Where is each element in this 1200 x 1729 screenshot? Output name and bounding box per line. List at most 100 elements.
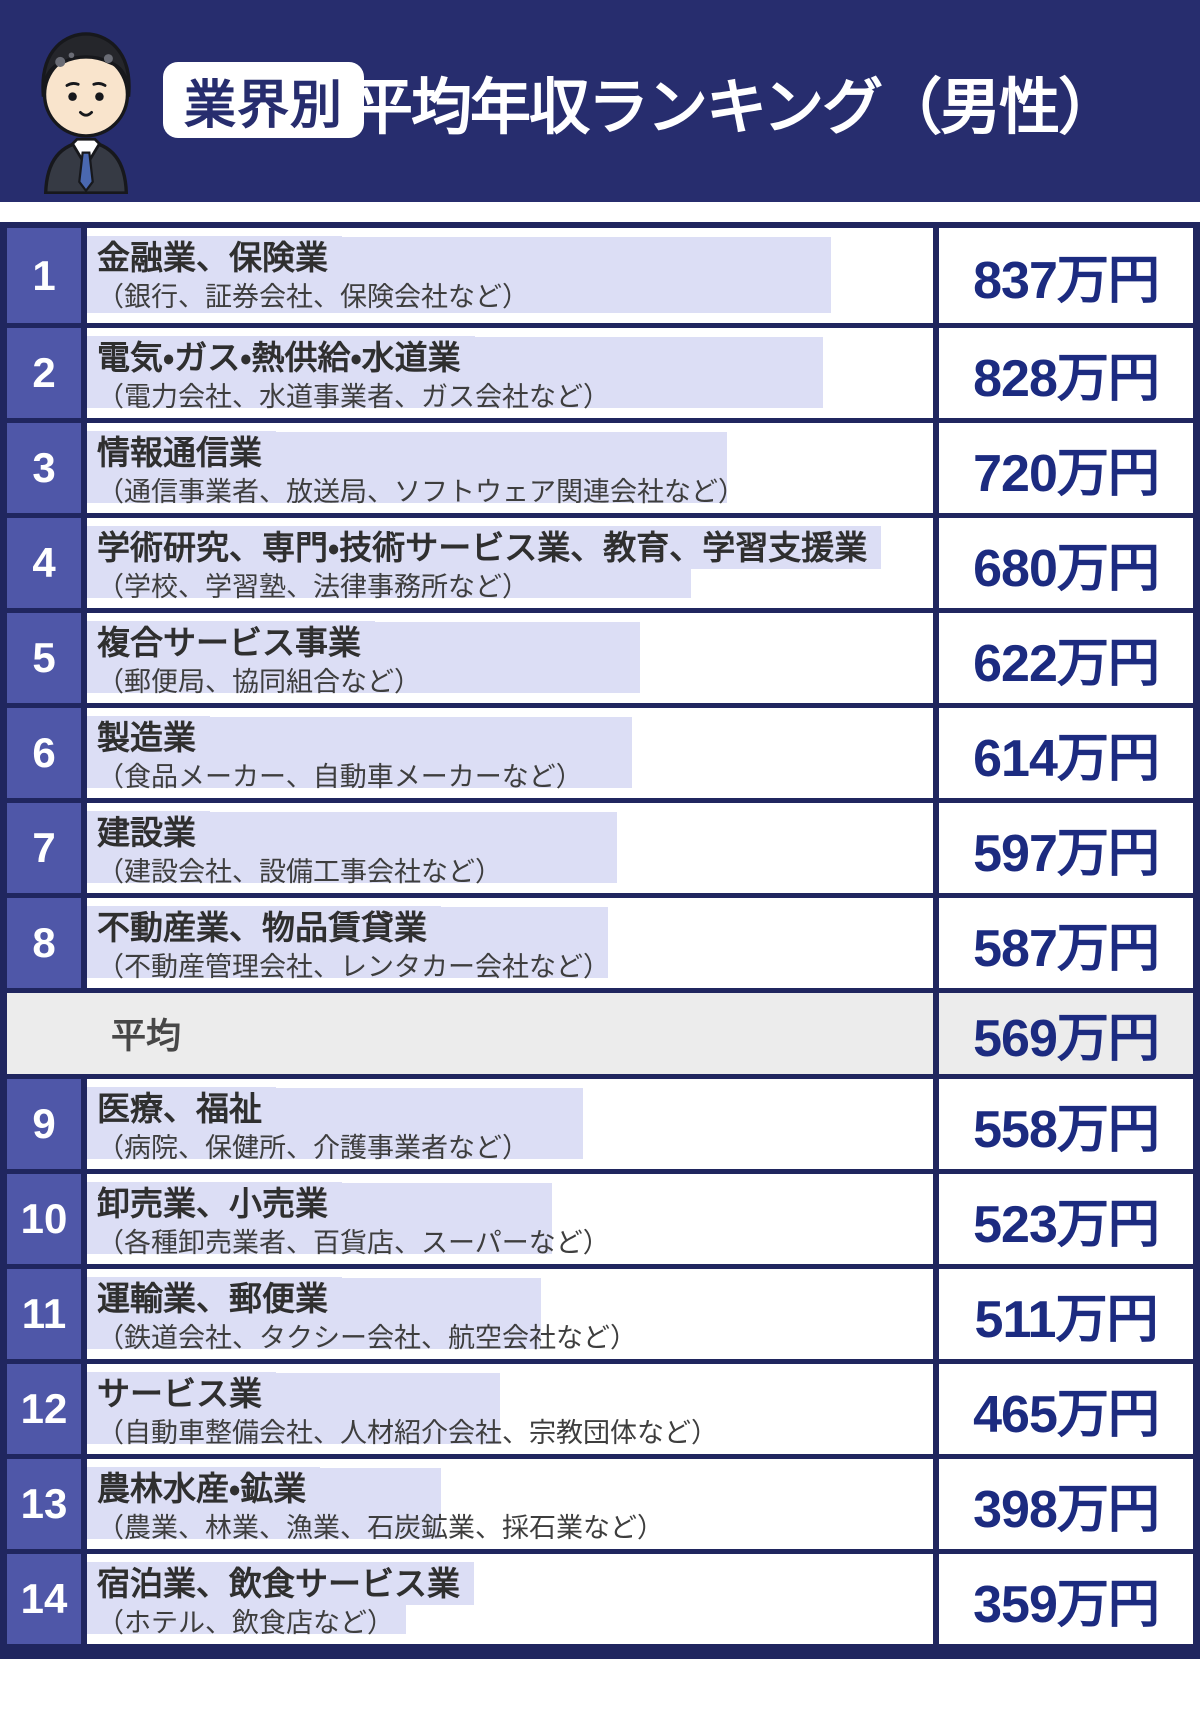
industry-examples: （不動産管理会社、レンタカー会社など） [97, 951, 610, 982]
industry-title: 学術研究、専門・技術サービス業、教育、学習支援業 [87, 526, 933, 569]
rank-number: 6 [32, 729, 56, 776]
value-cell: 837万円 [933, 228, 1193, 323]
industry-examples: （農業、林業、漁業、石炭鉱業、採石業など） [97, 1512, 664, 1543]
value-cell: 828万円 [933, 328, 1193, 418]
industry-title: 卸売業、小売業 [87, 1182, 933, 1225]
value-cell: 558万円 [933, 1079, 1193, 1169]
industry-examples: （食品メーカー、自動車メーカーなど） [97, 761, 583, 792]
industry-examples: （病院、保健所、介護事業者など） [97, 1132, 529, 1163]
industry-title: 複合サービス事業 [87, 621, 933, 664]
businessman-avatar-icon [41, 32, 131, 194]
industry-cell: 不動産業、物品賃貸業 （不動産管理会社、レンタカー会社など） [87, 898, 933, 988]
industry-title: 宿泊業、飲食サービス業 [87, 1562, 933, 1605]
table-row: 1 金融業、保険業 （銀行、証券会社、保険会社など） 837万円 [7, 228, 1193, 323]
rank-cell: 2 [7, 328, 87, 418]
industry-examples: （ホテル、飲食店など） [97, 1607, 394, 1638]
rank-number: 1 [32, 251, 56, 299]
industry-title: サービス業 [87, 1372, 933, 1415]
table-row: 4 学術研究、専門・技術サービス業、教育、学習支援業 （学校、学習塾、法律事務所… [7, 513, 1193, 608]
industry-title: 医療、福祉 [87, 1087, 933, 1130]
table-row: 14 宿泊業、飲食サービス業 （ホテル、飲食店など） 359万円 [7, 1549, 1193, 1644]
industry-title: 電気・ガス・熱供給・水道業 [87, 336, 933, 379]
value-cell: 511万円 [933, 1269, 1193, 1359]
category-badge: 業界別 [163, 62, 365, 138]
industry-title: 農林水産・鉱業 [87, 1467, 933, 1510]
rank-cell: 4 [7, 518, 87, 608]
industry-title: 情報通信業 [87, 431, 933, 474]
table-row: 12 サービス業 （自動車整備会社、人材紹介会社、宗教団体など） 465万円 [7, 1359, 1193, 1454]
rank-number: 8 [32, 919, 56, 966]
rank-cell: 12 [7, 1364, 87, 1454]
table-row: 7 建設業 （建設会社、設備工事会社など） 597万円 [7, 798, 1193, 893]
industry-examples: （鉄道会社、タクシー会社、航空会社など） [97, 1322, 637, 1353]
rank-number: 5 [32, 634, 56, 681]
industry-examples: （建設会社、設備工事会社など） [97, 856, 502, 887]
value-cell: 614万円 [933, 708, 1193, 798]
industry-examples: （電力会社、水道事業者、ガス会社など） [97, 381, 610, 412]
value-cell: 523万円 [933, 1174, 1193, 1264]
rank-cell: 6 [7, 708, 87, 798]
rank-cell: 1 [7, 228, 87, 323]
rank-number: 7 [32, 824, 56, 871]
industry-cell: 医療、福祉 （病院、保健所、介護事業者など） [87, 1079, 933, 1169]
industry-title: 金融業、保険業 [87, 236, 933, 279]
category-badge-label: 業界別 [184, 76, 344, 135]
industry-cell: サービス業 （自動車整備会社、人材紹介会社、宗教団体など） [87, 1364, 933, 1454]
page-title: 平均年収ランキング（男性） [352, 72, 1119, 141]
table-row: 13 農林水産・鉱業 （農業、林業、漁業、石炭鉱業、採石業など） 398万円 [7, 1454, 1193, 1549]
rank-cell: 8 [7, 898, 87, 988]
industry-examples: （郵便局、協同組合など） [97, 666, 421, 697]
average-row: 平均 569万円 [7, 988, 1193, 1074]
average-value-cell: 569万円 [933, 993, 1193, 1074]
industry-title: 製造業 [87, 716, 933, 759]
industry-cell: 学術研究、専門・技術サービス業、教育、学習支援業 （学校、学習塾、法律事務所など… [87, 518, 933, 608]
industry-title: 不動産業、物品賃貸業 [87, 906, 933, 949]
industry-cell: 農林水産・鉱業 （農業、林業、漁業、石炭鉱業、採石業など） [87, 1459, 933, 1549]
industry-examples: （学校、学習塾、法律事務所など） [97, 571, 529, 602]
rank-cell: 7 [7, 803, 87, 893]
value-cell: 622万円 [933, 613, 1193, 703]
header-gap [0, 202, 1200, 222]
industry-cell: 運輸業、郵便業 （鉄道会社、タクシー会社、航空会社など） [87, 1269, 933, 1359]
rank-cell: 3 [7, 423, 87, 513]
industry-examples: （銀行、証券会社、保険会社など） [97, 281, 529, 312]
value-cell: 398万円 [933, 1459, 1193, 1549]
industry-examples: （通信事業者、放送局、ソフトウェア関連会社など） [97, 476, 745, 507]
rank-number: 9 [32, 1100, 56, 1147]
industry-cell: 複合サービス事業 （郵便局、協同組合など） [87, 613, 933, 703]
rank-number: 4 [32, 539, 56, 586]
table-row: 6 製造業 （食品メーカー、自動車メーカーなど） 614万円 [7, 703, 1193, 798]
industry-cell: 宿泊業、飲食サービス業 （ホテル、飲食店など） [87, 1554, 933, 1644]
rank-cell: 11 [7, 1269, 87, 1359]
industry-cell: 建設業 （建設会社、設備工事会社など） [87, 803, 933, 893]
table-row: 9 医療、福祉 （病院、保健所、介護事業者など） 558万円 [7, 1074, 1193, 1169]
table-row: 2 電気・ガス・熱供給・水道業 （電力会社、水道事業者、ガス会社など） 828万… [7, 323, 1193, 418]
value-cell: 597万円 [933, 803, 1193, 893]
industry-examples: （各種卸売業者、百貨店、スーパーなど） [97, 1227, 610, 1258]
industry-cell: 製造業 （食品メーカー、自動車メーカーなど） [87, 708, 933, 798]
rank-cell: 5 [7, 613, 87, 703]
rank-number: 3 [32, 444, 56, 491]
rank-number: 2 [32, 349, 56, 396]
rank-cell: 9 [7, 1079, 87, 1169]
value-cell: 465万円 [933, 1364, 1193, 1454]
industry-title: 建設業 [87, 811, 933, 854]
table-row: 5 複合サービス事業 （郵便局、協同組合など） 622万円 [7, 608, 1193, 703]
table-row: 3 情報通信業 （通信事業者、放送局、ソフトウェア関連会社など） 720万円 [7, 418, 1193, 513]
value-cell: 680万円 [933, 518, 1193, 608]
value-cell: 720万円 [933, 423, 1193, 513]
page-header: 業界別 平均年収ランキング（男性） [0, 0, 1200, 202]
rank-number: 12 [20, 1385, 68, 1432]
industry-cell: 卸売業、小売業 （各種卸売業者、百貨店、スーパーなど） [87, 1174, 933, 1264]
rank-number: 13 [20, 1480, 68, 1527]
rank-cell: 14 [7, 1554, 87, 1644]
value-cell: 359万円 [933, 1554, 1193, 1644]
industry-examples: （自動車整備会社、人材紹介会社、宗教団体など） [97, 1417, 718, 1448]
table-row: 10 卸売業、小売業 （各種卸売業者、百貨店、スーパーなど） 523万円 [7, 1169, 1193, 1264]
industry-cell: 金融業、保険業 （銀行、証券会社、保険会社など） [87, 228, 933, 323]
ranking-table: 1 金融業、保険業 （銀行、証券会社、保険会社など） 837万円 2 電気・ガス… [0, 222, 1200, 1659]
industry-cell: 電気・ガス・熱供給・水道業 （電力会社、水道事業者、ガス会社など） [87, 328, 933, 418]
value-cell: 587万円 [933, 898, 1193, 988]
rank-number: 10 [20, 1195, 68, 1242]
rank-number: 14 [20, 1575, 68, 1622]
